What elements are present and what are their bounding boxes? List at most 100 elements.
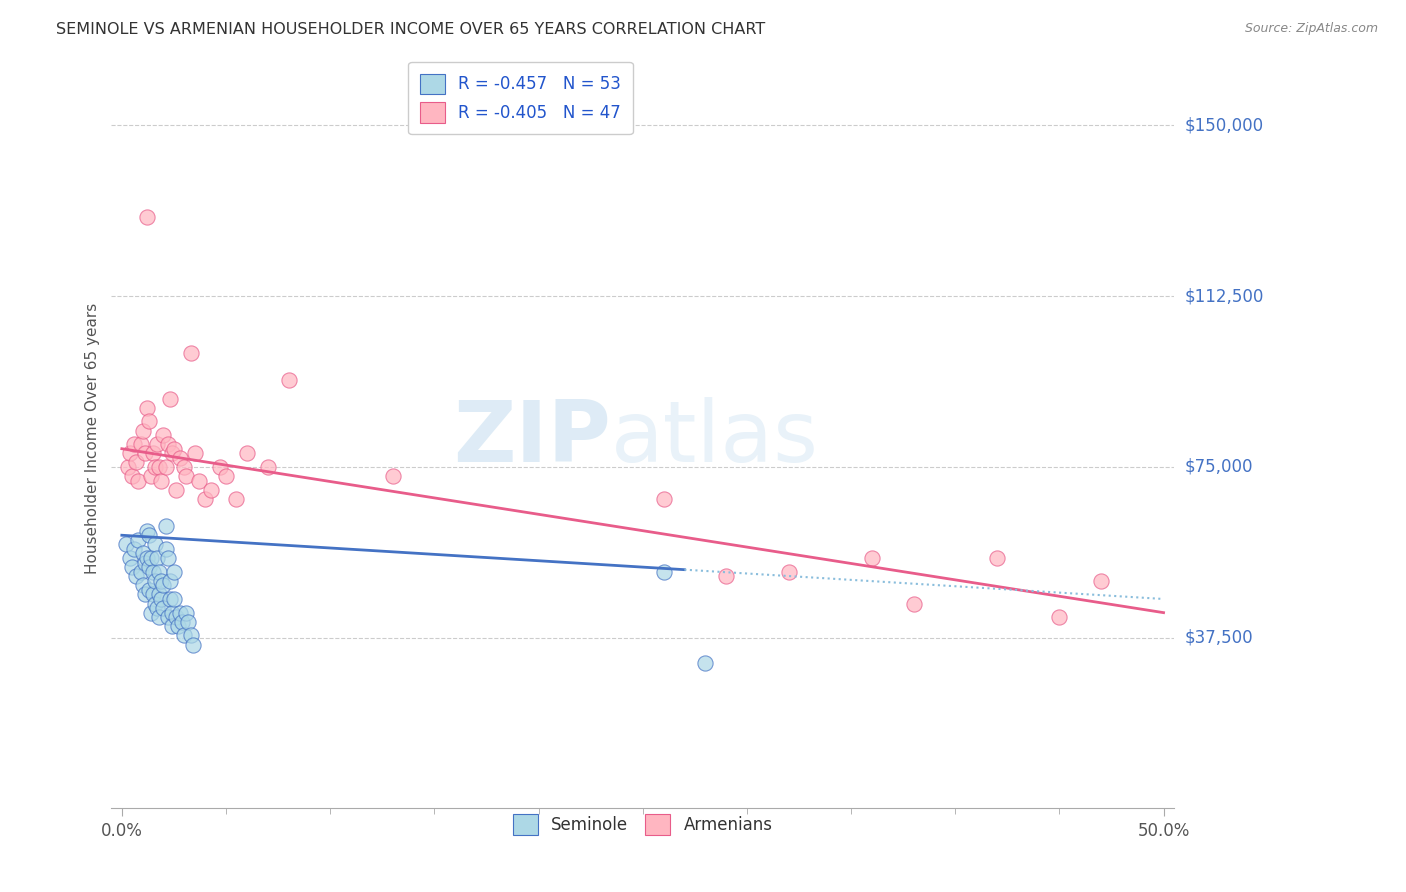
Point [187, 474, 209, 488]
Point [1090, 574, 1112, 588]
Point [165, 610, 187, 624]
Text: $75,000: $75,000 [1185, 458, 1254, 476]
Point [167, 619, 190, 633]
Text: atlas: atlas [610, 397, 818, 480]
Point [860, 551, 883, 566]
Point [128, 474, 150, 488]
Point [159, 592, 181, 607]
Text: $150,000: $150,000 [1185, 117, 1264, 135]
Point [152, 578, 174, 592]
Point [143, 459, 166, 474]
Point [173, 628, 195, 642]
Point [180, 346, 202, 360]
Point [142, 565, 165, 579]
Text: $37,500: $37,500 [1185, 629, 1254, 647]
Point [169, 606, 191, 620]
Point [215, 469, 238, 483]
Point [177, 615, 200, 629]
Point [146, 551, 169, 566]
Point [146, 437, 169, 451]
Point [156, 610, 179, 624]
Point [131, 578, 153, 592]
Point [138, 582, 160, 597]
Point [148, 459, 170, 474]
Point [138, 560, 160, 574]
Point [256, 459, 278, 474]
Point [194, 491, 217, 506]
Point [169, 450, 191, 465]
Point [903, 597, 925, 611]
Point [176, 606, 198, 620]
Point [129, 565, 152, 579]
Point [181, 638, 204, 652]
Point [160, 446, 183, 460]
Point [121, 469, 143, 483]
Point [150, 592, 173, 607]
Point [135, 551, 157, 566]
Point [778, 565, 800, 579]
Point [173, 459, 195, 474]
Point [125, 569, 148, 583]
Point [695, 656, 717, 670]
Point [138, 528, 160, 542]
Point [121, 560, 143, 574]
Point [135, 401, 157, 415]
Legend: Seminole, Armenians: Seminole, Armenians [503, 805, 782, 845]
Point [152, 601, 174, 615]
Point [150, 474, 173, 488]
Point [148, 565, 170, 579]
Point [150, 574, 173, 588]
Point [148, 610, 170, 624]
Y-axis label: Householder Income Over 65 years: Householder Income Over 65 years [86, 303, 100, 574]
Point [135, 524, 157, 538]
Point [135, 210, 157, 224]
Point [172, 615, 194, 629]
Point [1047, 610, 1070, 624]
Point [652, 565, 675, 579]
Point [142, 446, 165, 460]
Point [155, 541, 177, 556]
Point [156, 551, 179, 566]
Point [142, 587, 165, 601]
Point [163, 565, 186, 579]
Point [180, 628, 202, 642]
Point [165, 483, 187, 497]
Point [986, 551, 1008, 566]
Point [381, 469, 404, 483]
Point [148, 587, 170, 601]
Point [129, 437, 152, 451]
Point [115, 537, 138, 551]
Point [176, 469, 198, 483]
Point [134, 587, 156, 601]
Point [163, 442, 186, 456]
Point [134, 446, 156, 460]
Point [152, 428, 174, 442]
Point [139, 551, 162, 566]
Point [143, 574, 166, 588]
Point [236, 446, 259, 460]
Point [155, 519, 177, 533]
Point [143, 597, 166, 611]
Point [124, 541, 146, 556]
Point [125, 455, 148, 469]
Point [159, 574, 181, 588]
Point [139, 606, 162, 620]
Point [714, 569, 737, 583]
Text: SEMINOLE VS ARMENIAN HOUSEHOLDER INCOME OVER 65 YEARS CORRELATION CHART: SEMINOLE VS ARMENIAN HOUSEHOLDER INCOME … [56, 22, 765, 37]
Point [208, 459, 231, 474]
Point [131, 546, 153, 560]
Point [138, 414, 160, 428]
Point [652, 491, 675, 506]
Text: Source: ZipAtlas.com: Source: ZipAtlas.com [1244, 22, 1378, 36]
Text: $112,500: $112,500 [1185, 287, 1264, 305]
Point [160, 606, 183, 620]
Point [184, 446, 207, 460]
Point [159, 392, 181, 406]
Point [131, 424, 153, 438]
Point [200, 483, 222, 497]
Point [225, 491, 247, 506]
Point [146, 601, 169, 615]
Point [120, 446, 142, 460]
Point [120, 551, 142, 566]
Point [277, 373, 299, 387]
